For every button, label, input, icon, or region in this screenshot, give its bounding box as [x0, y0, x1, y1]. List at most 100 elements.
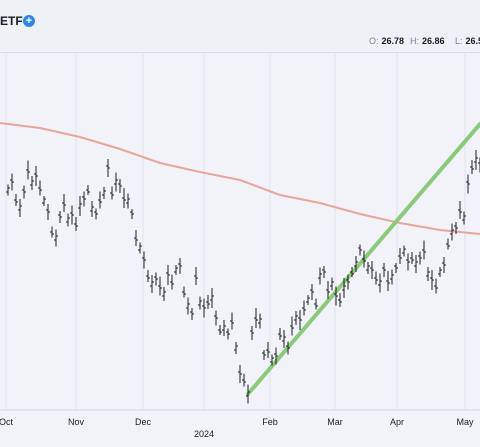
- price-bar: [110, 186, 114, 200]
- price-bar: [10, 173, 14, 191]
- price-bar: [214, 310, 218, 326]
- price-bar: [170, 274, 174, 290]
- price-bar: [70, 205, 74, 225]
- price-bar: [86, 185, 90, 195]
- price-bar: [14, 194, 18, 206]
- price-bar: [130, 209, 134, 219]
- price-bar: [418, 251, 422, 265]
- price-bar: [62, 194, 66, 212]
- price-bar: [398, 248, 402, 264]
- price-bar: [242, 373, 246, 387]
- price-bar: [6, 184, 10, 196]
- price-bar: [198, 296, 202, 310]
- x-axis-year-label: 2024: [194, 429, 214, 439]
- price-bar: [338, 293, 342, 307]
- price-bar: [474, 150, 478, 170]
- x-tick-label: Mar: [327, 417, 343, 427]
- x-tick-label: Nov: [68, 417, 85, 427]
- price-bar: [166, 265, 170, 285]
- x-tick-label: Apr: [390, 417, 404, 427]
- price-bar: [142, 251, 146, 269]
- price-bar: [74, 217, 78, 231]
- price-bar: [366, 262, 370, 274]
- price-bar: [42, 196, 46, 206]
- price-bar: [218, 325, 222, 335]
- price-bar: [114, 172, 118, 192]
- price-bar: [406, 253, 410, 271]
- price-bar: [226, 328, 230, 340]
- price-bar: [146, 270, 150, 282]
- price-bar: [434, 278, 438, 294]
- price-bar: [278, 328, 282, 340]
- price-bar: [426, 267, 430, 281]
- price-bar: [298, 310, 302, 330]
- price-bar: [258, 313, 262, 329]
- price-bar: [286, 341, 290, 355]
- price-bar: [438, 267, 442, 277]
- chart-header: ETF + O:26.78 H:26.86 L:26.5: [0, 0, 480, 53]
- price-bar: [378, 273, 382, 293]
- price-bar: [118, 179, 122, 193]
- x-tick-label: 2024: [194, 429, 214, 439]
- info-icon[interactable]: +: [23, 15, 35, 27]
- price-bar: [342, 278, 346, 298]
- price-bar: [354, 256, 358, 272]
- price-bar: [314, 298, 318, 310]
- price-bar: [102, 187, 106, 199]
- price-bar: [186, 297, 190, 315]
- price-bar: [302, 300, 306, 316]
- x-axis-labels: Oct Nov Dec Feb Mar Apr May: [0, 417, 474, 427]
- price-bar: [370, 261, 374, 279]
- open-readout: O: 26.78: [369, 36, 405, 46]
- price-bar: [250, 326, 254, 340]
- price-bar: [46, 204, 50, 220]
- price-bar: [346, 274, 350, 290]
- price-bar: [274, 347, 278, 365]
- price-bar: [230, 312, 234, 330]
- price-bar: [150, 275, 154, 293]
- price-bar: [382, 263, 386, 277]
- price-bar: [210, 288, 214, 308]
- symbol-label: ETF: [0, 14, 23, 28]
- price-bar: [318, 267, 322, 285]
- price-bar: [202, 298, 206, 318]
- grid-lines: [0, 52, 480, 411]
- price-bar: [26, 160, 30, 180]
- price-bar: [90, 201, 94, 217]
- price-bar: [374, 271, 378, 285]
- price-bar: [82, 191, 86, 207]
- price-bar: [206, 295, 210, 309]
- price-bar: [270, 354, 274, 366]
- price-bar: [246, 384, 250, 404]
- price-bar: [154, 272, 158, 286]
- price-bar: [94, 208, 98, 220]
- price-bar: [66, 213, 70, 227]
- price-bar: [30, 176, 34, 190]
- low-readout: L:26.5: [455, 36, 480, 46]
- price-bar: [334, 286, 338, 306]
- moving-average-line: [0, 122, 480, 235]
- price-bar: [390, 269, 394, 285]
- price-bar: [254, 308, 258, 328]
- price-bar: [470, 160, 474, 174]
- price-bar: [430, 270, 434, 290]
- price-bar: [466, 174, 470, 194]
- price-bar: [18, 199, 22, 217]
- price-bar: [446, 238, 450, 250]
- price-bar: [282, 330, 286, 348]
- price-bar: [458, 201, 462, 219]
- price-bar: [22, 185, 26, 199]
- price-bar: [362, 250, 366, 268]
- price-bar: [122, 188, 126, 208]
- price-bar: [462, 211, 466, 225]
- x-tick-label: Dec: [135, 417, 152, 427]
- price-bar: [262, 350, 266, 360]
- price-bar: [194, 267, 198, 285]
- price-bar: [34, 166, 38, 186]
- x-tick-label: Oct: [0, 417, 13, 427]
- price-bar: [290, 316, 294, 336]
- price-bar: [402, 245, 406, 257]
- price-bar: [222, 320, 226, 336]
- price-bar: [190, 308, 194, 320]
